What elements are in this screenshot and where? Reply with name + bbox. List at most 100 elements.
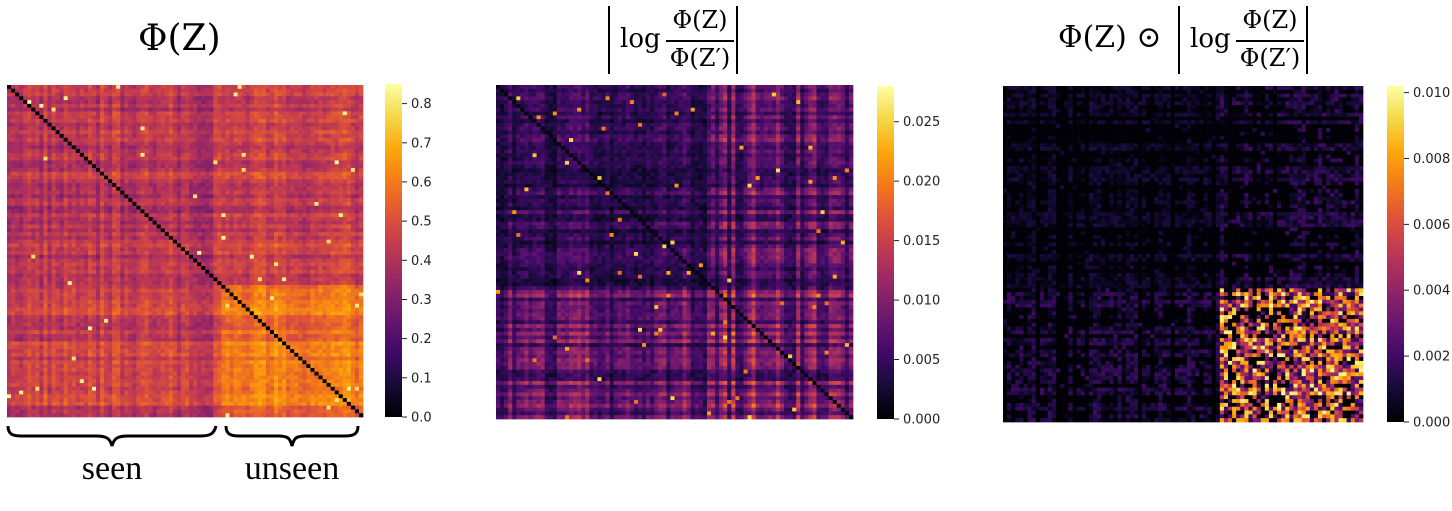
heatmap-cell [23,160,27,164]
heatmap-cell [149,202,153,206]
heatmap-cell [197,187,201,191]
heatmap-cell [72,157,76,161]
heatmap-cell [104,111,108,115]
heatmap-cell [92,213,96,217]
heatmap-cell [15,93,19,97]
heatmap-cell [31,153,35,157]
heatmap-cell [286,145,290,149]
heatmap-cell [56,176,60,180]
heatmap-cell [39,183,43,187]
heatmap-cell [11,221,15,225]
heatmap-cell [7,206,11,210]
heatmap-cell [343,138,347,142]
heatmap-cell [319,232,323,236]
heatmap-cell [359,217,363,221]
heatmap-cell [294,145,298,149]
heatmap-cell [169,179,173,183]
heatmap-cell [116,206,120,210]
heatmap-cell [266,213,270,217]
heatmap-cell [298,183,302,187]
heatmap-cell [238,164,242,168]
heatmap-cell [27,142,31,146]
heatmap-cell [250,104,254,108]
heatmap-cell [88,85,92,89]
heatmap-cell [286,119,290,123]
heatmap-cell [124,153,128,157]
heatmap-cell [124,130,128,134]
heatmap-cell [153,213,157,217]
heatmap-cell [15,202,19,206]
heatmap-cell [250,149,254,153]
heatmap-cell [132,130,136,134]
heatmap-cell [145,168,149,172]
heatmap-cell [270,228,274,232]
heatmap-cell [274,96,278,100]
heatmap-cell [298,179,302,183]
heatmap-cell [355,194,359,198]
heatmap-cell [286,213,290,217]
heatmap-cell [319,213,323,217]
heatmap-cell [238,217,242,221]
heatmap-cell [286,164,290,168]
heatmap-cell [153,172,157,176]
heatmap-cell [274,160,278,164]
heatmap-cell [282,138,286,142]
heatmap-cell [189,115,193,119]
heatmap-cell [205,179,209,183]
heatmap-cell [221,100,225,104]
heatmap-cell [314,85,318,89]
heatmap-cell [15,164,19,168]
heatmap-cell [230,191,234,195]
heatmap-cell [209,145,213,149]
heatmap-cell [238,198,242,202]
heatmap-cell [23,153,27,157]
heatmap-cell [319,127,323,131]
heatmap-cell [161,172,165,176]
heatmap-cell [76,198,80,202]
heatmap-cell [112,104,116,108]
heatmap-cell [302,100,306,104]
heatmap-cell [209,172,213,176]
heatmap-cell [355,217,359,221]
heatmap-cell [351,123,355,127]
heatmap-cell [359,194,363,198]
heatmap-cell [177,210,181,214]
heatmap-cell [302,187,306,191]
heatmap-cell [56,119,60,123]
heatmap-cell [242,187,246,191]
heatmap-cell [234,89,238,93]
heatmap-cell [169,153,173,157]
heatmap-cell [327,191,331,195]
heatmap-cell [197,130,201,134]
heatmap-cell [314,168,318,172]
heatmap-cell [19,104,23,108]
heatmap-cell [149,115,153,119]
heatmap-cell [343,157,347,161]
heatmap-cell [262,228,266,232]
heatmap-cell [15,123,19,127]
heatmap-cell [339,108,343,112]
heatmap-cell [238,127,242,131]
heatmap-cell [217,123,221,127]
heatmap-cell [201,138,205,142]
heatmap-cell [331,85,335,89]
heatmap-cell [230,96,234,100]
heatmap-cell [234,187,238,191]
heatmap-cell [250,89,254,93]
heatmap-cell [230,157,234,161]
heatmap-cell [323,228,327,232]
heatmap-cell [242,85,246,89]
heatmap-cell [230,108,234,112]
heatmap-cell [35,213,39,217]
heatmap-cell [43,168,47,172]
heatmap-cell [39,153,43,157]
heatmap-cell [274,187,278,191]
heatmap-cell [282,127,286,131]
heatmap-cell [84,160,88,164]
heatmap-cell [254,232,258,236]
heatmap-cell [258,85,262,89]
heatmap-cell [355,115,359,119]
heatmap-cell [327,127,331,131]
heatmap-cell [225,157,229,161]
heatmap-cell [343,221,347,225]
